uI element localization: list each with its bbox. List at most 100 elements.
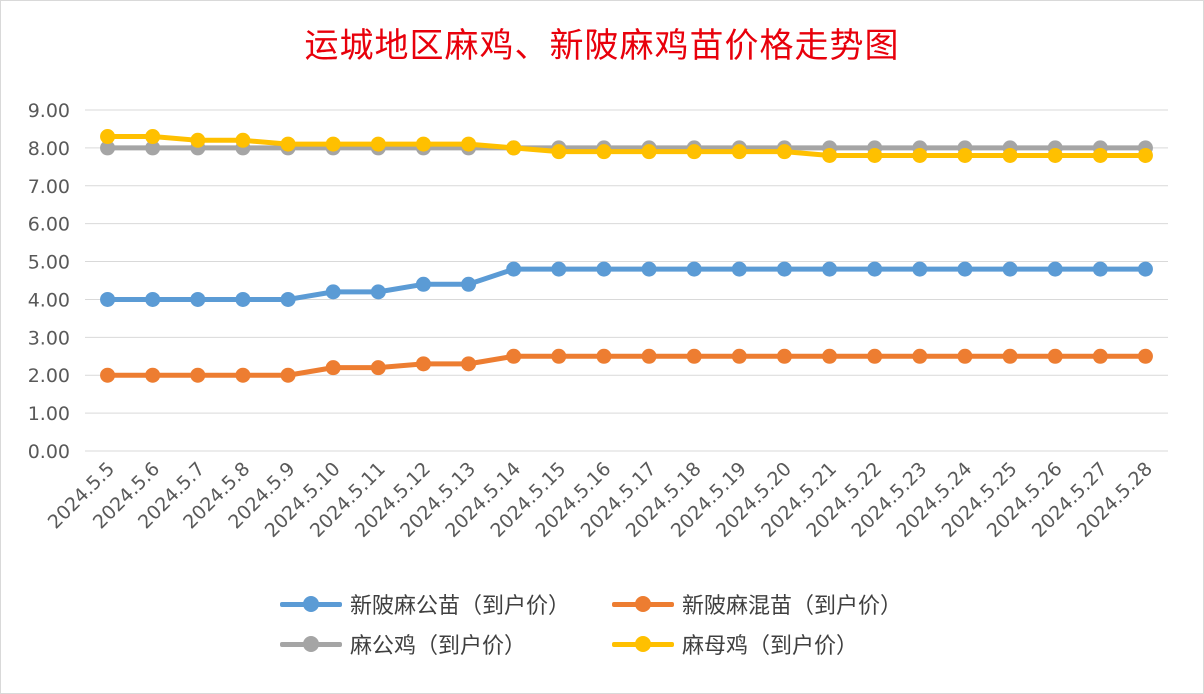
- gridlines: [85, 109, 1168, 452]
- data-point-1-19: [957, 348, 973, 364]
- data-point-3-17: [867, 147, 883, 163]
- data-point-1-10: [551, 348, 567, 364]
- data-point-0-12: [641, 261, 657, 277]
- legend-item-0: 新陂麻公苗（到户价）: [280, 588, 570, 620]
- data-point-1-15: [776, 348, 792, 364]
- data-point-3-23: [1137, 147, 1153, 163]
- data-point-0-15: [776, 261, 792, 277]
- series-0: [100, 261, 1153, 307]
- data-point-1-7: [415, 356, 431, 372]
- data-point-1-3: [235, 367, 251, 383]
- data-point-3-7: [415, 136, 431, 152]
- legend-label-2: 麻公鸡（到户价）: [350, 634, 527, 659]
- series-1: [100, 348, 1153, 383]
- y-tick-label-2: 2.00: [28, 365, 70, 387]
- series-3: [100, 129, 1153, 163]
- y-tick-label-5: 5.00: [28, 252, 70, 274]
- y-tick-label-0: 0.00: [28, 441, 70, 463]
- data-point-1-14: [731, 348, 747, 364]
- y-tick-label-6: 6.00: [28, 214, 70, 236]
- data-point-1-22: [1092, 348, 1108, 364]
- legend-swatch-2: [280, 634, 342, 654]
- data-point-0-4: [280, 291, 296, 307]
- data-point-0-10: [551, 261, 567, 277]
- x-axis-ticks: 2024.5.52024.5.62024.5.72024.5.82024.5.9…: [44, 458, 1157, 542]
- data-point-3-11: [596, 144, 612, 160]
- data-point-3-12: [641, 144, 657, 160]
- data-point-3-22: [1092, 147, 1108, 163]
- data-point-0-1: [145, 291, 161, 307]
- data-point-3-6: [370, 136, 386, 152]
- data-point-0-9: [506, 261, 522, 277]
- data-point-0-21: [1047, 261, 1063, 277]
- y-axis-ticks: 0.00 1.00 2.00 3.00 4.00 5.00 6.00 7.00 8.00 9.00: [28, 100, 70, 463]
- data-point-0-22: [1092, 261, 1108, 277]
- legend-item-1: 新陂麻混苗（到户价）: [612, 588, 902, 620]
- data-point-0-8: [461, 276, 477, 292]
- data-point-1-9: [506, 348, 522, 364]
- data-point-0-20: [1002, 261, 1018, 277]
- data-point-0-11: [596, 261, 612, 277]
- data-point-1-16: [822, 348, 838, 364]
- legend-swatch-0: [280, 594, 342, 614]
- data-point-3-18: [912, 147, 928, 163]
- series-line-0: [105, 266, 1148, 302]
- data-point-0-19: [957, 261, 973, 277]
- data-point-1-17: [867, 348, 883, 364]
- y-tick-label-8: 8.00: [28, 138, 70, 160]
- data-point-1-23: [1137, 348, 1153, 364]
- data-point-1-5: [325, 360, 341, 376]
- data-point-3-9: [506, 140, 522, 156]
- data-point-0-18: [912, 261, 928, 277]
- y-tick-label-7: 7.00: [28, 176, 70, 198]
- data-point-1-8: [461, 356, 477, 372]
- data-point-1-12: [641, 348, 657, 364]
- data-point-3-3: [235, 132, 251, 148]
- data-point-0-7: [415, 276, 431, 292]
- data-point-1-1: [145, 367, 161, 383]
- chart-title: 运城地区麻鸡、新陂麻鸡苗价格走势图: [304, 26, 900, 66]
- series-line-3: [105, 134, 1148, 158]
- data-point-0-23: [1137, 261, 1153, 277]
- data-point-0-6: [370, 284, 386, 300]
- data-point-1-0: [100, 367, 116, 383]
- y-tick-label-9: 9.00: [28, 100, 70, 122]
- data-point-3-21: [1047, 147, 1063, 163]
- data-point-1-11: [596, 348, 612, 364]
- data-point-0-0: [100, 291, 116, 307]
- legend-item-3: 麻母鸡（到户价）: [612, 628, 858, 660]
- data-point-1-13: [686, 348, 702, 364]
- data-point-2-0: [100, 140, 116, 156]
- data-point-1-21: [1047, 348, 1063, 364]
- data-point-0-16: [822, 261, 838, 277]
- data-point-1-20: [1002, 348, 1018, 364]
- legend-label-0: 新陂麻公苗（到户价）: [350, 594, 571, 619]
- series-group: [100, 129, 1153, 383]
- data-point-1-6: [370, 360, 386, 376]
- data-point-1-4: [280, 367, 296, 383]
- data-point-0-3: [235, 291, 251, 307]
- data-point-0-13: [686, 261, 702, 277]
- y-tick-label-3: 3.00: [28, 327, 70, 349]
- data-point-3-14: [731, 144, 747, 160]
- legend-item-2: 麻公鸡（到户价）: [280, 628, 526, 660]
- data-point-3-1: [145, 129, 161, 145]
- data-point-0-14: [731, 261, 747, 277]
- data-point-3-20: [1002, 147, 1018, 163]
- data-point-0-2: [190, 291, 206, 307]
- legend-label-1: 新陂麻混苗（到户价）: [682, 594, 903, 619]
- data-point-1-18: [912, 348, 928, 364]
- data-point-1-2: [190, 367, 206, 383]
- data-point-0-5: [325, 284, 341, 300]
- data-point-3-15: [776, 144, 792, 160]
- y-tick-label-1: 1.00: [28, 403, 70, 425]
- data-point-3-2: [190, 132, 206, 148]
- legend-label-3: 麻母鸡（到户价）: [682, 634, 859, 659]
- data-point-3-16: [822, 147, 838, 163]
- data-point-3-19: [957, 147, 973, 163]
- data-point-2-1: [145, 140, 161, 156]
- data-point-3-10: [551, 144, 567, 160]
- data-point-3-5: [325, 136, 341, 152]
